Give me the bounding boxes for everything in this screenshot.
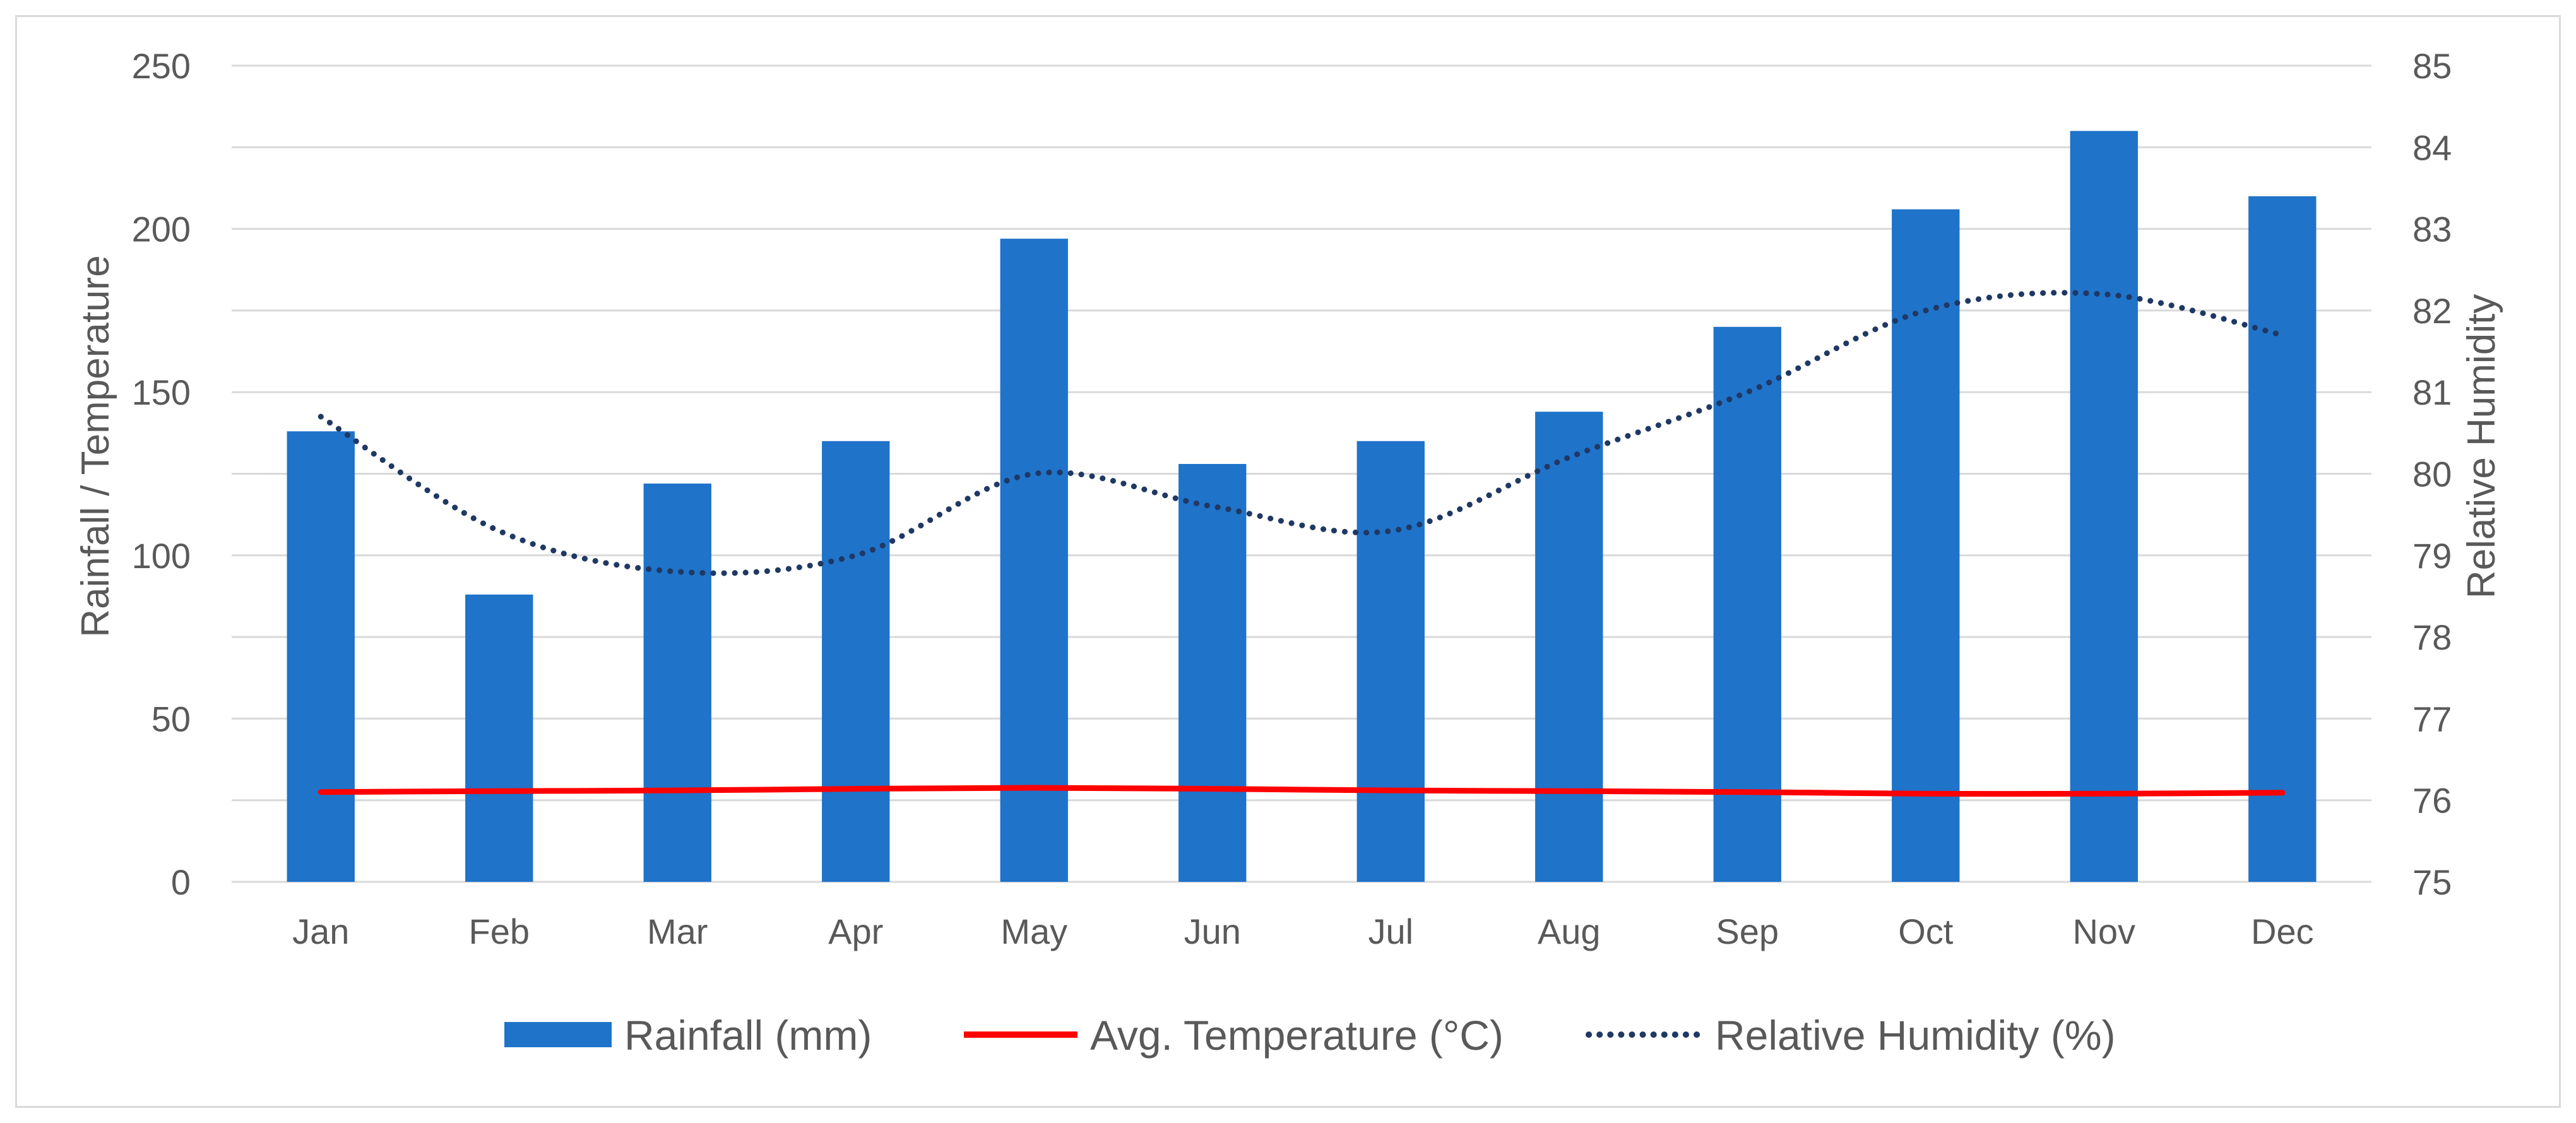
x-tick-label: Aug <box>1538 912 1601 951</box>
y2-tick-label: 78 <box>2413 617 2452 657</box>
x-tick-label: Mar <box>647 912 708 951</box>
y-tick-label: 250 <box>132 46 191 86</box>
x-tick-label: May <box>1000 912 1067 951</box>
y2-tick-label: 85 <box>2413 46 2452 86</box>
y-axis-title: Rainfall / Temperature <box>74 255 117 637</box>
y-tick-label: 150 <box>132 372 191 412</box>
rainfall-bar-may <box>1000 239 1068 882</box>
series-lines <box>318 290 2286 797</box>
y-tick-label: 0 <box>171 862 191 902</box>
rainfall-bar-mar <box>643 484 711 882</box>
axes: 0 50 100 150 200 250 75 76 77 78 79 80 81 82 83 84 85 Jan… <box>132 46 2452 951</box>
y-tick-label: 200 <box>132 210 191 249</box>
rainfall-bar-nov <box>2070 131 2138 882</box>
x-tick-label: Jan <box>292 912 349 951</box>
x-tick-label: Feb <box>469 912 530 951</box>
rainfall-bar-oct <box>1892 209 1960 882</box>
gridlines <box>232 64 2371 883</box>
x-tick-label: Sep <box>1716 912 1779 951</box>
legend: Rainfall (mm) Avg. Temperature (°C) Relati… <box>504 1012 2115 1059</box>
x-tick-label: Dec <box>2251 912 2314 951</box>
y2-tick-label: 76 <box>2413 781 2452 821</box>
x-tick-label: Oct <box>1898 912 1954 951</box>
combo-chart: 0 50 100 150 200 250 75 76 77 78 79 80 81 82 83 84 85 Jan… <box>74 46 2503 1059</box>
rainfall-bar-jun <box>1178 463 1247 882</box>
y2-axis-title: Relative Humidity <box>2460 294 2503 598</box>
rainfall-bar-jul <box>1356 441 1425 882</box>
x-tick-label: Jul <box>1368 912 1413 951</box>
y2-tick-label: 79 <box>2413 536 2452 576</box>
x-tick-label: Apr <box>828 912 883 951</box>
y2-tick-label: 84 <box>2413 128 2452 167</box>
x-tick-label: Nov <box>2072 912 2135 951</box>
legend-label: Rainfall (mm) <box>624 1012 872 1059</box>
chart-frame: 0 50 100 150 200 250 75 76 77 78 79 80 81 82 83 84 85 Jan… <box>15 15 2561 1108</box>
y2-tick-label: 81 <box>2413 372 2452 412</box>
rainfall-bars <box>287 131 2317 882</box>
rainfall-bar-jan <box>287 431 355 882</box>
rainfall-bar-feb <box>465 594 533 882</box>
rainfall-bar-apr <box>822 441 890 882</box>
y2-tick-label: 80 <box>2413 455 2452 494</box>
x-tick-label: Jun <box>1184 912 1241 951</box>
temperature-line <box>318 785 2286 797</box>
legend-item: Rainfall (mm) <box>504 1012 872 1059</box>
legend-item: Avg. Temperature (°C) <box>964 1012 1504 1059</box>
y-tick-label: 50 <box>151 699 191 739</box>
humidity-line <box>318 290 2286 576</box>
y2-tick-label: 75 <box>2413 862 2452 902</box>
y2-tick-label: 77 <box>2413 699 2452 739</box>
y-tick-label: 100 <box>132 536 191 576</box>
legend-label: Relative Humidity (%) <box>1715 1012 2115 1059</box>
legend-swatch <box>504 1022 612 1047</box>
legend-item: Relative Humidity (%) <box>1586 1012 2115 1059</box>
y2-tick-label: 82 <box>2413 291 2452 331</box>
rainfall-bar-dec <box>2248 196 2317 882</box>
rainfall-bar-aug <box>1535 412 1603 882</box>
rainfall-bar-sep <box>1713 326 1781 882</box>
y2-tick-label: 83 <box>2413 210 2452 249</box>
legend-label: Avg. Temperature (°C) <box>1090 1012 1504 1059</box>
